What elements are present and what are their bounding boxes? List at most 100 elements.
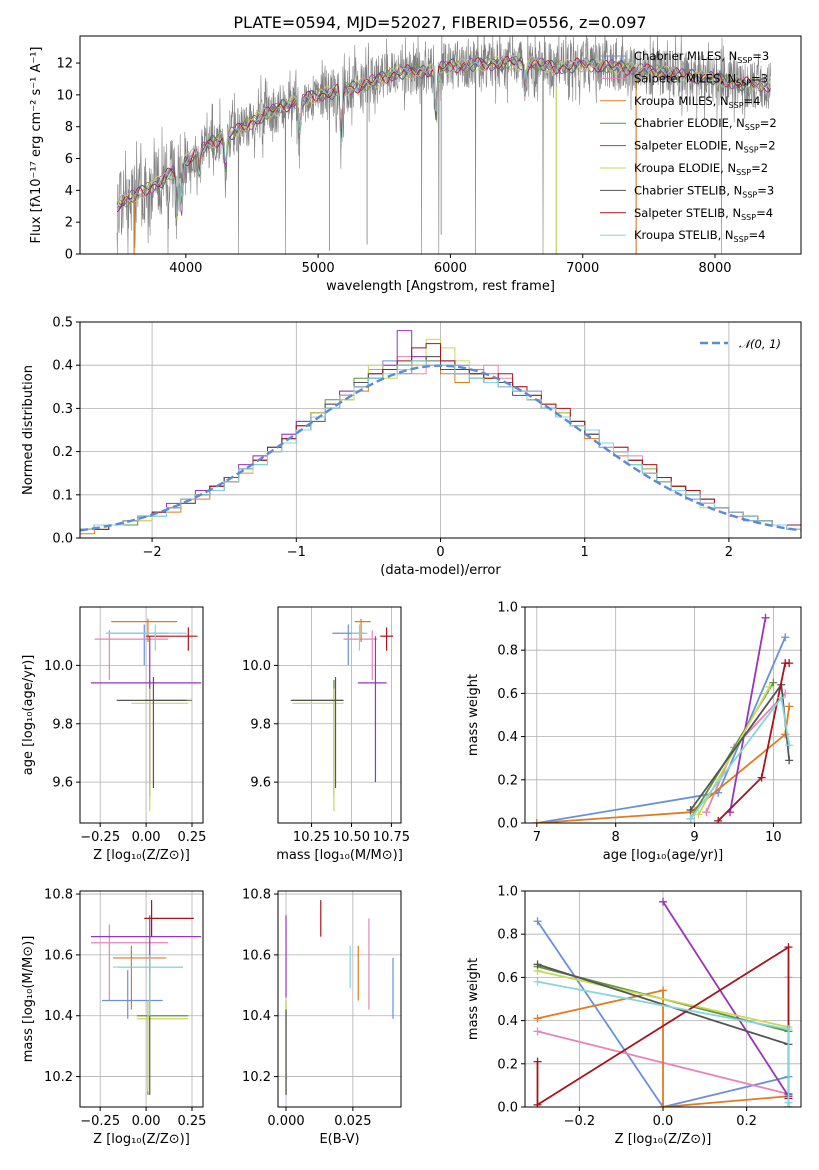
x-axis-label: E(B-V): [319, 1132, 359, 1147]
x-tick-label: 10: [765, 830, 782, 845]
y-tick-label: 10.2: [242, 1070, 271, 1085]
error-point: [290, 677, 344, 788]
x-tick-label: 5000: [302, 261, 335, 276]
y-tick-label: 0.4: [497, 730, 518, 745]
normal-pdf-curve: [80, 364, 801, 532]
weight-marker: [702, 808, 711, 817]
weight-marker: [659, 1103, 667, 1107]
weight-marker: [694, 810, 703, 819]
y-tick-label: 6: [65, 152, 73, 167]
weight-marker: [785, 756, 794, 765]
legend-label-count: =3: [751, 71, 768, 85]
x-tick-label: 0.2: [736, 1114, 757, 1129]
weight-marker: [533, 1100, 542, 1107]
weight-marker: [785, 659, 794, 668]
weight-marker: [757, 773, 766, 782]
legend-label-model: Salpeter ELODIE, N: [634, 139, 744, 153]
y-axis-label: mass weight: [466, 958, 481, 1040]
error-point: [136, 1000, 189, 1095]
axes-frame: [524, 606, 802, 824]
x-axis-label: Z [log₁₀(Z/Z⊙)]: [615, 1132, 712, 1147]
weight-marker: [533, 1057, 542, 1066]
y-tick-label: 0.0: [497, 1101, 518, 1116]
plot-area: [116, 36, 771, 254]
x-tick-label: 7: [533, 830, 541, 845]
weight-marker: [781, 633, 790, 642]
weight-marker: [784, 1098, 793, 1107]
legend-label: Chabrier ELODIE, NSSP=2: [634, 116, 777, 132]
axes-frame: [277, 890, 402, 1108]
x-tick-label: 0: [436, 545, 444, 560]
y-tick-label: 8: [65, 120, 73, 135]
y-tick-label: 9.6: [52, 776, 73, 791]
plot-area: [290, 618, 394, 812]
x-tick-label: 6000: [434, 261, 467, 276]
y-tick-label: 10.8: [44, 888, 73, 903]
legend-label: Kroupa ELODIE, NSSP=2: [634, 161, 768, 177]
y-tick-label: 0.6: [497, 971, 518, 986]
mass-vs-z-panel: −0.25 0.00 0.25 10.2 10.4 10.6 10.8 Z [log₁₀(Z/…: [21, 888, 206, 1147]
weight-marker: [765, 682, 774, 691]
x-tick-label: 2: [725, 545, 733, 560]
legend-label-model: Chabrier MILES, N: [634, 49, 737, 63]
model-spectrum: [116, 56, 771, 216]
y-tick-label: 9.8: [250, 717, 271, 732]
y-axis-label: mass [log₁₀(M/M⊙)]: [21, 936, 36, 1063]
y-tick-label: 12: [56, 57, 73, 72]
x-axis-label: (data-model)/error: [380, 563, 501, 578]
legend-label-model: Kroupa ELODIE, N: [634, 161, 736, 175]
error-point: [109, 624, 169, 666]
y-axis-label: mass weight: [466, 674, 481, 756]
x-axis-label: mass [log₁₀(M/M⊙)]: [276, 848, 403, 863]
y-tick-label: 1.0: [497, 885, 518, 900]
weight-marker: [533, 1014, 542, 1023]
y-axis-label: Flux [fλ10⁻¹⁷ erg cm⁻² s⁻¹ A⁻¹]: [29, 47, 44, 244]
weight-marker: [785, 702, 794, 711]
legend-label-count: =4: [744, 94, 761, 108]
x-axis-label: Z [log₁₀(Z/Z⊙)]: [93, 848, 190, 863]
weight-marker: [714, 816, 723, 823]
weight-marker: [686, 814, 695, 823]
error-point: [111, 618, 178, 643]
weight-marker: [784, 1025, 793, 1034]
y-tick-label: 10.2: [44, 1070, 73, 1085]
legend-label-count: =3: [757, 183, 774, 197]
y-tick-label: 0.0: [497, 817, 518, 832]
weight-vs-z-panel: −0.2 0.0 0.2 0.0 0.2 0.4 0.6 0.8 1.0 Z [log₁₀(Z/Z…: [466, 885, 802, 1147]
residuals-panel: −2 −1 0 1 2 0.0 0.1 0.2 0.3 0.4 0.5 (data-model)/er…: [21, 316, 802, 578]
legend-label: Kroupa MILES, NSSP=4: [634, 94, 760, 110]
axes-frame: [79, 35, 802, 255]
y-axis-label: age [log₁₀(age/yr)]: [21, 655, 36, 776]
weight-marker: [533, 977, 542, 986]
y-tick-label: 1.0: [497, 601, 518, 616]
x-axis-label: Z [log₁₀(Z/Z⊙)]: [93, 1132, 190, 1147]
x-tick-label: 1: [581, 545, 589, 560]
x-tick-label: 8: [612, 830, 620, 845]
weight-series-line: [729, 617, 767, 813]
y-tick-label: 10.6: [242, 948, 271, 963]
weight-marker: [769, 678, 778, 687]
legend-label-count: =4: [749, 228, 766, 242]
y-axis-label: Normed distribution: [21, 365, 36, 495]
y-tick-label: 9.6: [250, 776, 271, 791]
y-tick-label: 0.5: [52, 316, 73, 331]
y-tick-label: 10.8: [242, 888, 271, 903]
y-tick-label: 0.4: [52, 359, 73, 374]
error-point: [105, 624, 187, 651]
legend-label-subscript: SSP: [745, 123, 760, 132]
legend-label-subscript: SSP: [736, 168, 751, 177]
y-tick-label: 0.0: [52, 532, 73, 547]
legend-label: Salpeter STELIB, NSSP=4: [634, 206, 773, 222]
error-point: [357, 636, 387, 783]
legend-label-count: =2: [760, 116, 777, 130]
weight-series-line: [536, 706, 791, 823]
error-point: [144, 900, 194, 937]
x-tick-label: 9: [690, 830, 698, 845]
legend-label: Salpeter ELODIE, NSSP=2: [634, 139, 776, 155]
age-vs-z-panel: −0.25 0.00 0.25 9.6 9.8 10.0 Z [log₁₀(Z/Z⊙)] ag…: [21, 606, 206, 863]
weight-marker: [686, 806, 695, 815]
y-tick-label: 0.3: [52, 402, 73, 417]
axes-frame: [79, 890, 204, 1108]
y-tick-label: 10.0: [44, 659, 73, 674]
